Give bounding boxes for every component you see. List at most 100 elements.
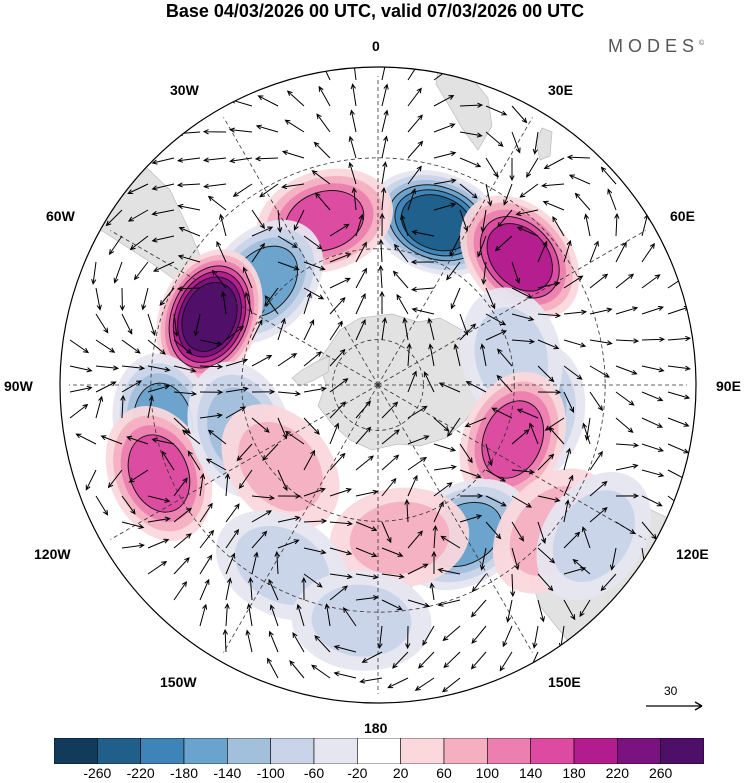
wind-vector xyxy=(407,405,428,419)
wind-vector xyxy=(387,677,409,689)
wind-vector xyxy=(151,235,175,243)
wind-vector xyxy=(485,105,508,116)
wind-vector xyxy=(85,469,97,491)
wind-vector xyxy=(381,83,389,107)
wind-vector xyxy=(379,290,385,314)
wind-vector xyxy=(121,339,141,354)
wind-vector xyxy=(251,226,274,237)
wind-vector xyxy=(405,625,411,650)
wind-vector xyxy=(532,625,539,649)
wind-vector xyxy=(225,325,245,341)
colorbar-tick-label: -220 xyxy=(126,765,155,781)
colorbar-bin xyxy=(357,738,401,764)
wind-vector xyxy=(563,239,572,263)
wind-vector xyxy=(303,261,326,271)
wind-vector xyxy=(211,269,227,289)
wind-vector xyxy=(269,604,279,627)
anomaly-contour xyxy=(238,422,323,512)
wind-vector xyxy=(407,530,423,549)
wind-vector xyxy=(532,131,539,155)
wind-vector xyxy=(329,573,353,580)
wind-vector xyxy=(303,487,326,497)
wind-vector xyxy=(255,124,279,133)
wind-vector xyxy=(615,417,634,434)
wind-vector xyxy=(303,291,312,315)
wind-vector xyxy=(407,563,429,575)
wind-vector xyxy=(301,576,307,601)
wind-vector xyxy=(147,516,171,523)
wind-vector xyxy=(607,188,617,211)
wind-vector xyxy=(224,602,230,627)
wind-vector xyxy=(75,433,97,445)
wind-vector xyxy=(433,464,457,471)
wind-vector xyxy=(615,493,640,499)
wind-vector xyxy=(128,469,149,483)
wind-vector xyxy=(355,521,378,532)
wind-vector xyxy=(407,188,416,211)
wind-vector xyxy=(350,83,357,107)
wind-vector xyxy=(667,417,690,427)
wind-vector xyxy=(224,472,231,497)
wind-vector xyxy=(641,469,665,478)
wind-vector xyxy=(667,365,691,371)
lon-label-0: 0 xyxy=(372,38,380,54)
wind-vector xyxy=(407,599,431,608)
wind-vector xyxy=(537,240,548,263)
wind-vector xyxy=(232,183,253,197)
colorbar-bin xyxy=(97,738,141,764)
wind-vector xyxy=(381,109,389,133)
wind-vector xyxy=(641,242,655,263)
brand-mark: © xyxy=(699,40,705,47)
wind-vector xyxy=(225,406,247,419)
wind-vector xyxy=(277,317,286,341)
wind-vector xyxy=(221,291,227,315)
wind-vector xyxy=(199,364,224,370)
wind-vector xyxy=(181,429,201,445)
wind-vector xyxy=(459,102,484,108)
wind-vector xyxy=(615,273,635,289)
wind-vector xyxy=(502,625,513,648)
wind-vector xyxy=(244,291,253,315)
wind-vector xyxy=(589,365,610,378)
lon-label-30w: 30W xyxy=(170,82,199,98)
wind-vector xyxy=(437,599,461,607)
wind-vector xyxy=(313,141,331,159)
wind-vector xyxy=(589,339,613,346)
colorbar-tick-label: -60 xyxy=(303,765,325,781)
wind-vector xyxy=(600,166,617,185)
wind-vector xyxy=(333,645,357,653)
wind-vector xyxy=(641,391,664,402)
wind-vector xyxy=(563,339,587,348)
wind-vector xyxy=(277,515,301,523)
wind-vector xyxy=(511,338,536,345)
wind-vector xyxy=(411,307,435,315)
wind-vector xyxy=(225,577,232,601)
wind-vector xyxy=(277,209,283,234)
wind-vector xyxy=(583,213,591,237)
wind-vector xyxy=(91,261,97,285)
wind-vector xyxy=(433,178,457,185)
wind-vector xyxy=(222,628,228,653)
wind-vector xyxy=(236,443,253,462)
wind-vector xyxy=(120,394,126,419)
colorbar-labels: -260 -220 -180 -140 -100 -60 -20 20 60 100 140 180 2… xyxy=(0,765,750,783)
colorbar-bin xyxy=(573,738,618,764)
wind-vector xyxy=(303,351,322,367)
wind-vector xyxy=(329,296,346,315)
wind-vector xyxy=(69,339,90,354)
wind-vector xyxy=(589,240,599,263)
wind-vector xyxy=(459,131,483,138)
wind-vector xyxy=(641,305,664,315)
wind-vector xyxy=(284,430,305,445)
wind-vector xyxy=(293,209,305,231)
wind-vector xyxy=(311,170,331,185)
wind-vector xyxy=(176,182,201,188)
wind-vector xyxy=(432,524,438,549)
wind-vector xyxy=(459,323,477,341)
wind-vector xyxy=(537,573,554,592)
wind-vector xyxy=(286,90,305,107)
wind-vector xyxy=(177,254,201,263)
wind-vector xyxy=(485,469,507,482)
wind-vector xyxy=(407,456,428,471)
wind-vector xyxy=(379,212,385,237)
